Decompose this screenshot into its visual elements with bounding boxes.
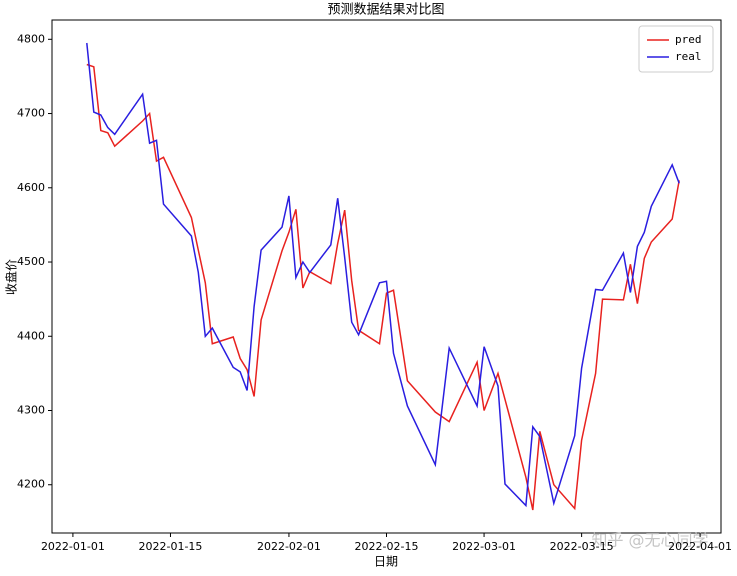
y-tick-label: 4200: [17, 478, 45, 491]
x-tick-label: 2022-02-01: [257, 540, 321, 553]
series-line: [86, 63, 680, 511]
y-tick-label: 4700: [17, 107, 45, 120]
x-tick-label: 2022-01-01: [41, 540, 105, 553]
y-tick-label: 4500: [17, 255, 45, 268]
x-tick-label: 2022-03-15: [550, 540, 614, 553]
chart-title: 预测数据结果对比图: [327, 3, 444, 18]
y-axis-label: 收盘价: [4, 259, 19, 295]
x-axis-label: 日期: [374, 555, 398, 569]
x-tick-label: 2022-01-15: [139, 540, 203, 553]
series-line: [86, 42, 680, 508]
legend-label: pred: [675, 33, 702, 46]
y-tick-label: 4400: [17, 329, 45, 342]
legend-box: [638, 25, 714, 73]
x-tick-label: 2022-02-15: [355, 540, 419, 553]
legend-label: real: [675, 50, 702, 63]
watermark: 知乎 @无心同学: [591, 531, 708, 550]
x-tick-label: 2022-03-01: [452, 540, 516, 553]
y-tick-label: 4800: [17, 32, 45, 45]
plot-frame: [51, 19, 722, 534]
y-tick-label: 4300: [17, 404, 45, 417]
x-tick-label: 2022-04-01: [668, 540, 732, 553]
y-tick-label: 4600: [17, 181, 45, 194]
